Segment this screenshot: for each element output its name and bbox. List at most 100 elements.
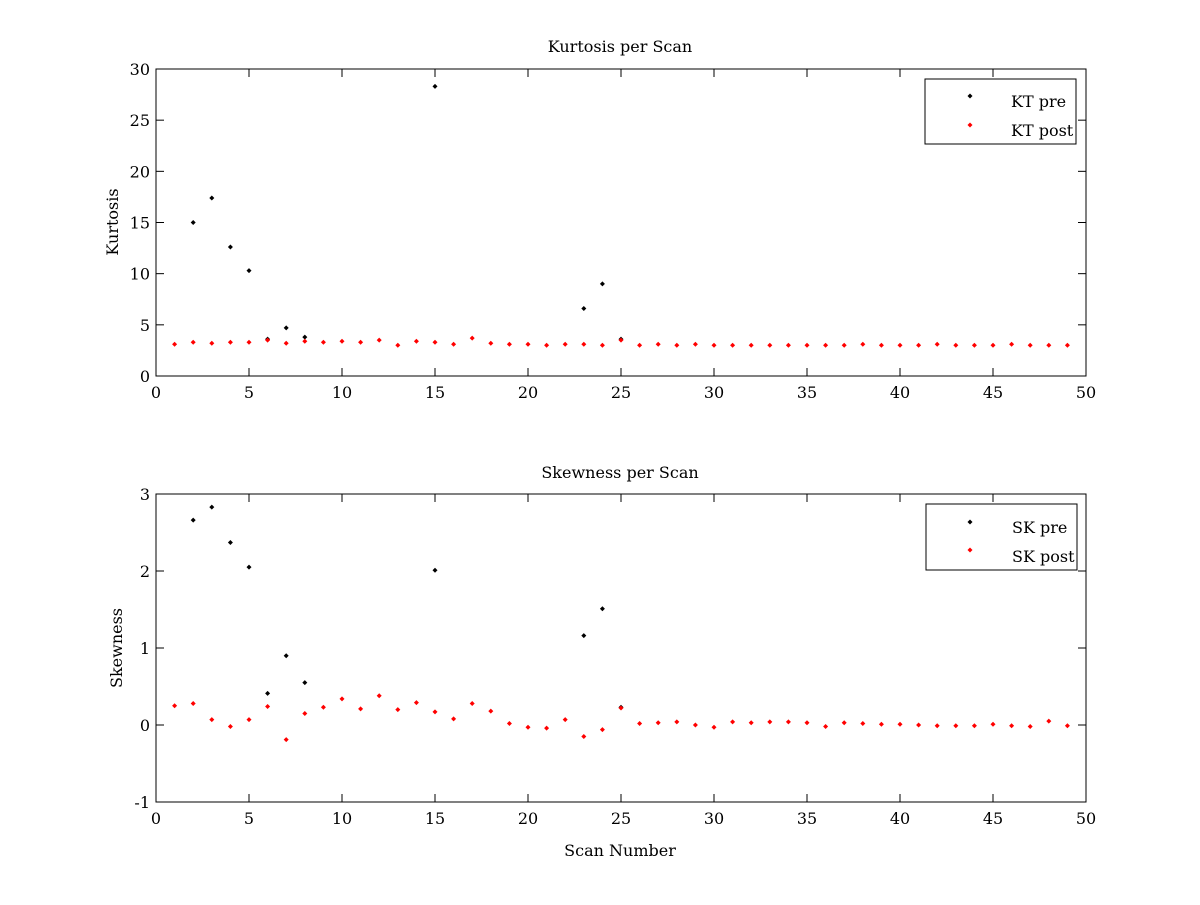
kurtosis-point-post (339, 338, 345, 344)
skewness-y-tick-label: 2 (140, 562, 150, 581)
kurtosis-legend-label-post: KT post (1011, 121, 1074, 140)
skewness-point-post (339, 696, 345, 702)
skewness-point-post (934, 723, 940, 729)
skewness-y-axis-label: Skewness (107, 608, 126, 688)
skewness-x-axis-label: Scan Number (564, 841, 676, 860)
kurtosis-x-tick-label: 40 (890, 383, 910, 402)
skewness-point-pre (227, 540, 233, 546)
kurtosis-point-pre (227, 244, 233, 250)
kurtosis-point-post (934, 341, 940, 347)
kurtosis-x-tick-label: 0 (151, 383, 161, 402)
kurtosis-point-post (376, 337, 382, 343)
skewness-point-post (1046, 718, 1052, 724)
skewness-point-post (190, 700, 196, 706)
kurtosis-title: Kurtosis per Scan (548, 37, 692, 56)
skewness-x-tick-label: 50 (1076, 809, 1096, 828)
kurtosis-point-post (209, 340, 215, 346)
kurtosis-point-post (283, 340, 289, 346)
skewness-point-post (674, 719, 680, 725)
skewness-point-post (469, 700, 475, 706)
kurtosis-point-post (227, 339, 233, 345)
skewness-y-tick-label: 3 (140, 485, 150, 504)
skewness-y-tick-label: -1 (134, 793, 150, 812)
skewness-point-post (878, 721, 884, 727)
skewness-x-tick-label: 0 (151, 809, 161, 828)
kurtosis-point-post (1064, 342, 1070, 348)
skewness-point-post (227, 724, 233, 730)
kurtosis-point-post (413, 338, 419, 344)
skewness-x-tick-label: 25 (611, 809, 631, 828)
kurtosis-point-post (265, 337, 271, 343)
skewness-point-pre (265, 690, 271, 696)
kurtosis-subplot: Kurtosis per Scan Kurtosis 0 5 10 15 20 25 30 3… (103, 37, 1096, 402)
skewness-point-post (376, 693, 382, 699)
skewness-x-tick-label: 5 (244, 809, 254, 828)
skewness-subplot: Skewness per Scan Skewness 0 5 10 15 20 25 30 3… (107, 463, 1096, 860)
skewness-point-post (692, 722, 698, 728)
skewness-legend-marker-pre (967, 519, 973, 525)
kurtosis-y-tick-label: 0 (140, 367, 150, 386)
kurtosis-y-axis-label: Kurtosis (103, 188, 122, 255)
kurtosis-point-post (767, 342, 773, 348)
kurtosis-x-tick-label: 25 (611, 383, 631, 402)
skewness-point-post (785, 719, 791, 725)
skewness-point-post (823, 724, 829, 730)
skewness-point-post (599, 727, 605, 733)
skewness-y-tick-label: 0 (140, 716, 150, 735)
kurtosis-legend-label-pre: KT pre (1011, 92, 1066, 111)
skewness-x-tick-label: 45 (983, 809, 1003, 828)
kurtosis-legend-marker-post (967, 122, 973, 128)
skewness-point-post (767, 719, 773, 725)
kurtosis-point-post (544, 342, 550, 348)
skewness-point-post (897, 721, 903, 727)
skewness-point-post (990, 721, 996, 727)
kurtosis-point-post (525, 341, 531, 347)
skewness-point-post (637, 720, 643, 726)
kurtosis-point-post (1046, 342, 1052, 348)
kurtosis-point-post (432, 339, 438, 345)
kurtosis-y-tick-label: 30 (130, 60, 150, 79)
skewness-point-pre (190, 517, 196, 523)
kurtosis-point-post (451, 341, 457, 347)
kurtosis-y-tick-label: 15 (130, 214, 150, 233)
kurtosis-x-tick-label: 30 (704, 383, 724, 402)
kurtosis-point-pre (432, 83, 438, 89)
skewness-point-post (730, 719, 736, 725)
skewness-legend-marker-post (967, 547, 973, 553)
skewness-point-post (804, 720, 810, 726)
kurtosis-point-pre (190, 220, 196, 225)
skewness-point-post (302, 710, 308, 716)
skewness-point-post (1064, 723, 1070, 729)
kurtosis-legend-box (924, 78, 1077, 145)
kurtosis-point-post (395, 342, 401, 348)
kurtosis-point-post (172, 341, 178, 347)
kurtosis-point-post (860, 341, 866, 347)
skewness-point-pre (581, 633, 587, 639)
kurtosis-point-pre (599, 281, 605, 287)
skewness-point-post (525, 724, 531, 730)
kurtosis-point-pre (283, 325, 289, 331)
kurtosis-x-tick-label: 10 (332, 383, 352, 402)
kurtosis-point-post (730, 342, 736, 348)
skewness-point-post (172, 703, 178, 709)
kurtosis-y-tick-label: 20 (130, 162, 150, 181)
kurtosis-point-post (711, 342, 717, 348)
skewness-marks (172, 504, 1070, 743)
skewness-point-post (953, 723, 959, 729)
skewness-point-post (841, 720, 847, 726)
kurtosis-point-post (581, 341, 587, 347)
skewness-x-tick-label: 15 (425, 809, 445, 828)
skewness-x-tick-label: 40 (890, 809, 910, 828)
kurtosis-point-pre (581, 305, 587, 311)
kurtosis-point-post (190, 339, 196, 345)
kurtosis-point-post (990, 342, 996, 348)
skewness-point-pre (283, 653, 289, 659)
skewness-point-post (451, 716, 457, 722)
kurtosis-point-post (302, 338, 308, 344)
kurtosis-marks (172, 83, 1070, 348)
skewness-point-post (544, 725, 550, 731)
kurtosis-ticks: 0 5 10 15 20 25 30 35 40 45 50 0 5 10 15 20 25 30 (130, 60, 1097, 402)
kurtosis-point-post (953, 342, 959, 348)
kurtosis-point-post (804, 342, 810, 348)
